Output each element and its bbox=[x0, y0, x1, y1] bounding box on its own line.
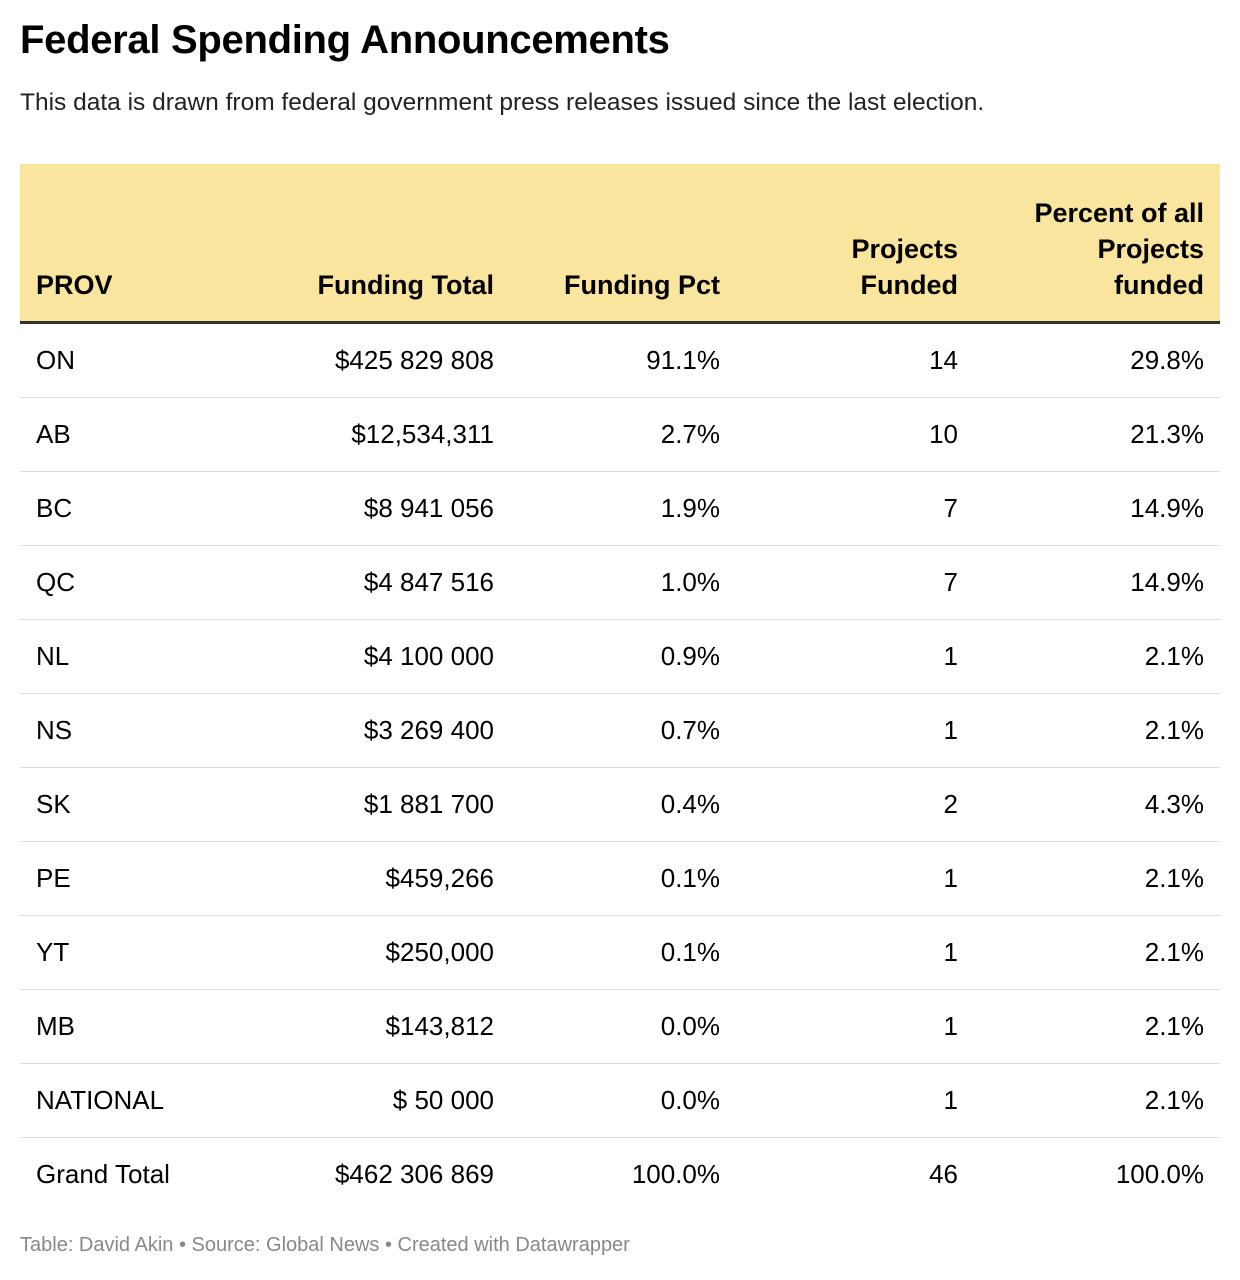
funding-total-cell: $12,534,311 bbox=[270, 397, 510, 472]
funding-pct-cell: 0.0% bbox=[510, 989, 740, 1064]
prov-cell: NS bbox=[20, 693, 270, 768]
table-row: NL $4 100 000 0.9% 1 2.1% bbox=[20, 619, 1220, 694]
prov-cell: QC bbox=[20, 545, 270, 620]
column-header-label: Projects Funded bbox=[851, 234, 958, 300]
percent-projects-cell: 21.3% bbox=[974, 397, 1220, 472]
table-row: PE $459,266 0.1% 1 2.1% bbox=[20, 841, 1220, 916]
table-body: ON $425 829 808 91.1% 14 29.8% AB $12,534,311 2… bbox=[20, 322, 1220, 1212]
table-row: NS $3 269 400 0.7% 1 2.1% bbox=[20, 693, 1220, 768]
column-header-label: Funding Total bbox=[317, 270, 494, 300]
column-header-projects-funded[interactable]: Projects Funded bbox=[740, 164, 974, 324]
prov-cell: SK bbox=[20, 767, 270, 842]
funding-total-cell: $3 269 400 bbox=[270, 693, 510, 768]
funding-total-cell: $250,000 bbox=[270, 915, 510, 990]
projects-funded-cell: 1 bbox=[740, 619, 974, 694]
percent-projects-cell: 14.9% bbox=[974, 545, 1220, 620]
funding-total-cell: $4 847 516 bbox=[270, 545, 510, 620]
table-header: PROV Funding Total Funding Pct Projects … bbox=[20, 164, 1220, 324]
funding-pct-cell: 0.9% bbox=[510, 619, 740, 694]
projects-funded-cell: 1 bbox=[740, 693, 974, 768]
prov-cell: NL bbox=[20, 619, 270, 694]
column-header-percent-of-all-projects[interactable]: Percent of all Projects funded bbox=[974, 164, 1220, 324]
funding-pct-cell: 0.0% bbox=[510, 1063, 740, 1138]
funding-total-cell: $4 100 000 bbox=[270, 619, 510, 694]
percent-projects-cell: 100.0% bbox=[1115, 1159, 1204, 1189]
table-row: BC $8 941 056 1.9% 7 14.9% bbox=[20, 471, 1220, 546]
projects-funded-cell: 7 bbox=[740, 471, 974, 546]
column-header-label: Funding Pct bbox=[564, 270, 720, 300]
prov-cell: MB bbox=[20, 989, 270, 1064]
prov-cell: ON bbox=[20, 322, 270, 398]
projects-funded-cell: 2 bbox=[740, 767, 974, 842]
table-row: SK $1 881 700 0.4% 2 4.3% bbox=[20, 767, 1220, 842]
percent-projects-cell: 14.9% bbox=[974, 471, 1220, 546]
funding-pct-cell: 100.0% bbox=[631, 1159, 720, 1189]
projects-funded-cell: 14 bbox=[740, 322, 974, 398]
funding-pct-cell: 0.1% bbox=[510, 915, 740, 990]
percent-projects-cell: 29.8% bbox=[974, 322, 1220, 398]
prov-cell: BC bbox=[20, 471, 270, 546]
table-row: YT $250,000 0.1% 1 2.1% bbox=[20, 915, 1220, 990]
column-header-label: Percent of all Projects funded bbox=[1034, 198, 1204, 300]
column-header-prov[interactable]: PROV bbox=[20, 164, 270, 324]
funding-pct-cell: 1.0% bbox=[510, 545, 740, 620]
prov-cell: PE bbox=[20, 841, 270, 916]
funding-pct-cell: 0.1% bbox=[510, 841, 740, 916]
projects-funded-cell: 46 bbox=[929, 1159, 958, 1189]
chart-title: Federal Spending Announcements bbox=[20, 18, 670, 62]
prov-cell: Grand Total bbox=[36, 1159, 170, 1189]
header-row: PROV Funding Total Funding Pct Projects … bbox=[20, 164, 1220, 324]
percent-projects-cell: 2.1% bbox=[974, 1063, 1220, 1138]
projects-funded-cell: 1 bbox=[740, 989, 974, 1064]
projects-funded-cell: 7 bbox=[740, 545, 974, 620]
table-row: MB $143,812 0.0% 1 2.1% bbox=[20, 989, 1220, 1064]
column-header-funding-pct[interactable]: Funding Pct bbox=[510, 164, 740, 324]
percent-projects-cell: 4.3% bbox=[974, 767, 1220, 842]
data-table: PROV Funding Total Funding Pct Projects … bbox=[20, 164, 1220, 1211]
funding-total-cell: $8 941 056 bbox=[270, 471, 510, 546]
funding-pct-cell: 2.7% bbox=[510, 397, 740, 472]
prov-cell: AB bbox=[20, 397, 270, 472]
percent-projects-cell: 2.1% bbox=[974, 693, 1220, 768]
table-row: ON $425 829 808 91.1% 14 29.8% bbox=[20, 322, 1220, 398]
funding-total-cell: $425 829 808 bbox=[270, 322, 510, 398]
prov-cell: YT bbox=[20, 915, 270, 990]
table-row: AB $12,534,311 2.7% 10 21.3% bbox=[20, 397, 1220, 472]
footer-credits: Table: David Akin • Source: Global News … bbox=[20, 1234, 630, 1256]
projects-funded-cell: 1 bbox=[740, 841, 974, 916]
percent-projects-cell: 2.1% bbox=[974, 915, 1220, 990]
funding-total-cell: $459,266 bbox=[270, 841, 510, 916]
table-row: QC $4 847 516 1.0% 7 14.9% bbox=[20, 545, 1220, 620]
funding-total-cell: $ 50 000 bbox=[270, 1063, 510, 1138]
percent-projects-cell: 2.1% bbox=[974, 619, 1220, 694]
funding-pct-cell: 1.9% bbox=[510, 471, 740, 546]
funding-total-cell: $1 881 700 bbox=[270, 767, 510, 842]
funding-pct-cell: 0.7% bbox=[510, 693, 740, 768]
funding-pct-cell: 0.4% bbox=[510, 767, 740, 842]
table-row: NATIONAL $ 50 000 0.0% 1 2.1% bbox=[20, 1063, 1220, 1138]
projects-funded-cell: 1 bbox=[740, 915, 974, 990]
chart-subtitle: This data is drawn from federal governme… bbox=[20, 89, 985, 116]
percent-projects-cell: 2.1% bbox=[974, 989, 1220, 1064]
percent-projects-cell: 2.1% bbox=[974, 841, 1220, 916]
column-header-funding-total[interactable]: Funding Total bbox=[270, 164, 510, 324]
table-row: Grand Total $462 306 869 100.0% 46 100.0% bbox=[20, 1138, 1220, 1212]
funding-total-cell: $143,812 bbox=[270, 989, 510, 1064]
funding-total-cell: $462 306 869 bbox=[334, 1159, 494, 1189]
projects-funded-cell: 1 bbox=[740, 1063, 974, 1138]
funding-pct-cell: 91.1% bbox=[510, 322, 740, 398]
column-header-label: PROV bbox=[36, 270, 113, 300]
prov-cell: NATIONAL bbox=[20, 1063, 270, 1138]
projects-funded-cell: 10 bbox=[740, 397, 974, 472]
